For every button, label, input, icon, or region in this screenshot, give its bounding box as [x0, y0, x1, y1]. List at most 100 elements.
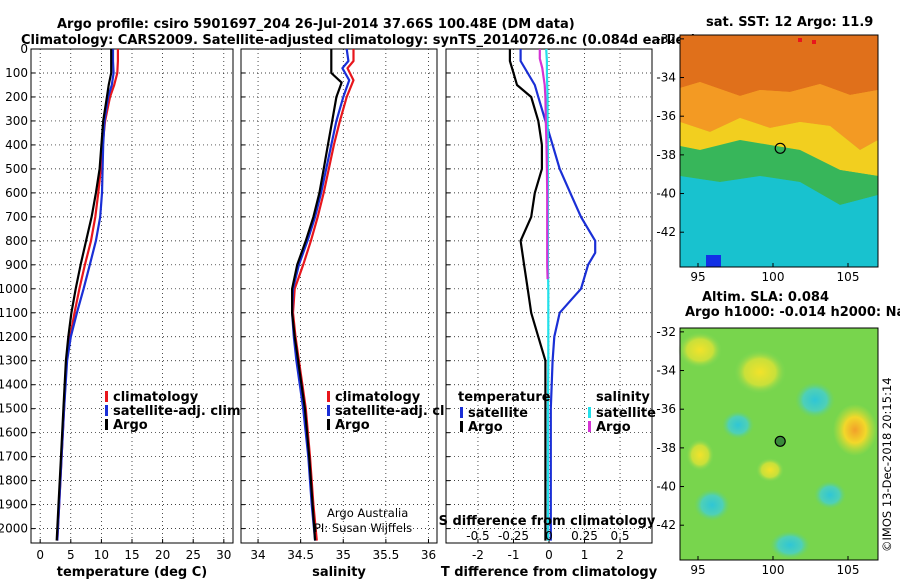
secondary-tick-label: 0.25 — [571, 529, 598, 543]
y-tick-label: 1900 — [0, 498, 28, 512]
legend-label: satellite — [596, 406, 656, 421]
legend-swatch — [327, 419, 330, 430]
map-lat-label: -38 — [656, 441, 676, 455]
sst-green-region — [680, 140, 878, 205]
x-tick-label: 10 — [94, 548, 109, 562]
y-tick-label: 300 — [5, 114, 28, 128]
legend-swatch — [327, 391, 330, 402]
secondary-tick-label: -0.5 — [466, 529, 489, 543]
salinity-panel: 34 34.5 35 35.5 36 salinity climatologysatelli… — [240, 48, 467, 580]
x-tick-label: 0 — [545, 548, 553, 562]
map-lon-label: 100 — [762, 563, 785, 577]
series-line-satellite-adj-clim- — [291, 48, 351, 541]
map-lat-label: -34 — [656, 71, 676, 85]
x-tick-label: 0 — [36, 548, 44, 562]
secondary-axis-title: S difference from climatology — [439, 514, 656, 529]
map-lat-label: -36 — [656, 402, 676, 416]
secondary-tick-label: -0.25 — [498, 529, 529, 543]
sla-low-blob-2 — [722, 411, 754, 439]
temperature-panel: 0100200300400500600700800900100011001200… — [0, 42, 245, 580]
sla-map — [678, 327, 879, 561]
legend-label: Argo — [468, 420, 503, 435]
y-tick-label: 1800 — [0, 474, 28, 488]
x-tick-label: 34.5 — [287, 548, 314, 562]
sla-map-title-2: Argo h1000: -0.014 h2000: NaN — [685, 305, 900, 320]
map-lon-label: 105 — [837, 270, 860, 284]
legend-label: Argo — [596, 420, 631, 435]
y-tick-label: 800 — [5, 234, 28, 248]
y-tick-label: 1700 — [0, 450, 28, 464]
sla-map-title-1: Altim. SLA: 0.084 — [702, 290, 829, 305]
x-tick-label: 35.5 — [373, 548, 400, 562]
map-lon-label: 95 — [690, 270, 705, 284]
sst-yellow-region — [680, 118, 878, 176]
sla-high-blob-1 — [678, 332, 722, 368]
x-tick-label: 35 — [336, 548, 351, 562]
sla-map-axes: 95 100 105 -32 -34 -36 -38 -40 -42 — [656, 325, 859, 577]
figure-title: Argo profile: csiro 5901697_204 26-Jul-2… — [57, 17, 575, 32]
x-tick-label: -2 — [472, 548, 484, 562]
side-stamp: ©IMOS 13-Dec-2018 20:15:14 — [880, 377, 894, 552]
map-lon-label: 95 — [690, 563, 705, 577]
figure-subtitle: Climatology: CARS2009. Satellite-adjuste… — [21, 33, 697, 48]
map-lat-label: -42 — [656, 518, 676, 532]
map-lat-label: -32 — [656, 32, 676, 46]
sst-map — [679, 34, 879, 268]
y-tick-label: 1400 — [0, 378, 28, 392]
y-tick-label: 700 — [5, 210, 28, 224]
x-tick-label: 5 — [67, 548, 75, 562]
y-tick-label: 900 — [5, 258, 28, 272]
sst-warm-region — [680, 35, 878, 96]
series-line-salinity-argo — [538, 49, 549, 280]
sla-map-frame — [679, 327, 879, 561]
y-tick-label: 400 — [5, 138, 28, 152]
sla-argo-marker — [774, 435, 786, 447]
map-lon-label: 100 — [762, 270, 785, 284]
x-tick-label: 2 — [616, 548, 624, 562]
series-line-temperature-argo — [508, 49, 547, 541]
sst-argo-marker — [774, 142, 786, 154]
sst-hot-spot-2 — [812, 40, 816, 44]
x-tick-label: 15 — [124, 548, 139, 562]
x-tick-label: 36 — [421, 548, 436, 562]
y-tick-label: 1000 — [0, 282, 28, 296]
secondary-tick-label: 0.5 — [610, 529, 629, 543]
sst-cyan-region — [680, 176, 878, 267]
y-tick-label: 0 — [20, 42, 28, 56]
sla-high-blob-4 — [686, 439, 714, 471]
y-tick-label: 1500 — [0, 402, 28, 416]
map-lat-label: -42 — [656, 225, 676, 239]
series-line-temperature-satellite — [519, 49, 597, 541]
legend-label: climatology — [113, 390, 199, 405]
series-line-argo — [55, 49, 113, 541]
x-tick-label: 1 — [581, 548, 589, 562]
x-axis-label: temperature (deg C) — [57, 565, 207, 580]
legend-swatch — [105, 419, 108, 430]
legend-label: satellite — [468, 406, 528, 421]
legend-swatch — [105, 391, 108, 402]
x-axis-label: T difference from climatology — [441, 565, 658, 580]
legend-label: satellite-adj. clim. — [335, 404, 467, 419]
y-tick-label: 2000 — [0, 522, 28, 536]
legend-title-salinity: salinity — [596, 390, 650, 405]
x-tick-label: 30 — [216, 548, 231, 562]
sst-hot-spot-1 — [798, 38, 802, 42]
secondary-tick-label: 0 — [545, 529, 553, 543]
map-lon-label: 105 — [837, 563, 860, 577]
sla-low-blob-5 — [770, 531, 810, 559]
sla-high-blob-2 — [734, 350, 786, 394]
credit-line-2: PI: Susan Wijffels — [314, 521, 412, 535]
map-lat-label: -38 — [656, 148, 676, 162]
y-tick-label: 1100 — [0, 306, 28, 320]
plot-frame — [30, 48, 234, 544]
sla-low-blob-3 — [694, 489, 730, 521]
map-lat-label: -32 — [656, 325, 676, 339]
y-tick-label: 500 — [5, 162, 28, 176]
legend-label: Argo — [335, 418, 370, 433]
legend-swatch — [460, 407, 463, 418]
x-axis-label: salinity — [312, 565, 366, 580]
legend-swatch — [105, 405, 108, 416]
map-lat-label: -40 — [656, 480, 676, 494]
legend-title-temperature: temperature — [458, 390, 551, 405]
